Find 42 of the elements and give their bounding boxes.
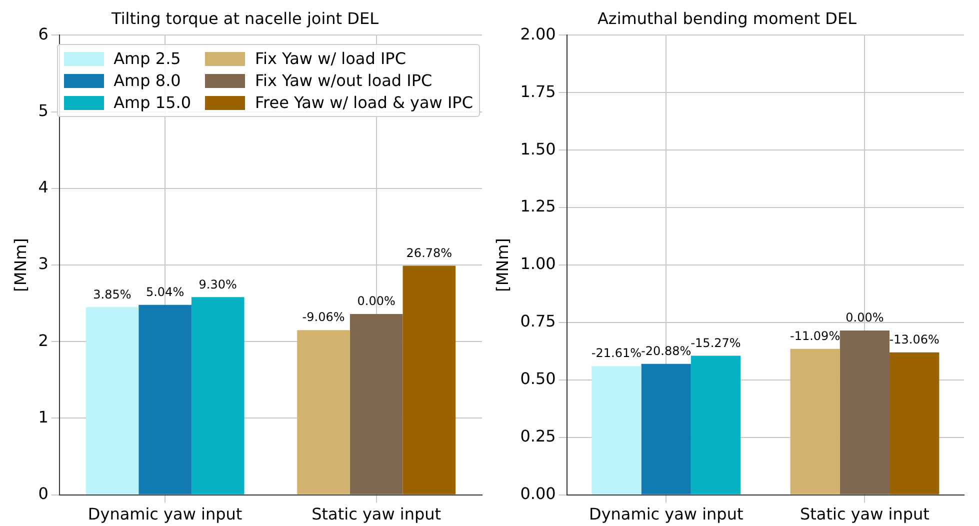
y-tick-label: 1 bbox=[38, 407, 48, 426]
annotation: -15.27% bbox=[690, 336, 741, 350]
y-tick-label: 3 bbox=[38, 254, 48, 274]
y-axis-title: [MNm] bbox=[492, 238, 512, 292]
y-tick-label: 1.75 bbox=[520, 82, 556, 101]
legend-label: Fix Yaw w/ load IPC bbox=[255, 49, 406, 68]
annotation: -21.61% bbox=[591, 346, 642, 360]
legend-label: Fix Yaw w/out load IPC bbox=[255, 71, 432, 90]
y-tick-label: 0.25 bbox=[520, 426, 556, 446]
legend-label: Free Yaw w/ load & yaw IPC bbox=[255, 93, 473, 112]
annotation: -13.06% bbox=[889, 332, 940, 346]
y-tick-label: 1.00 bbox=[520, 254, 556, 274]
annotation: -11.09% bbox=[790, 329, 840, 343]
chart-title: Tilting torque at nacelle joint DEL bbox=[110, 8, 379, 28]
legend-label: Amp 2.5 bbox=[114, 49, 181, 68]
annotation: 26.78% bbox=[406, 246, 452, 260]
chart-title: Azimuthal bending moment DEL bbox=[597, 8, 857, 28]
y-tick-label: 1.25 bbox=[520, 196, 556, 216]
annotation: 0.00% bbox=[357, 294, 396, 308]
annotation: 3.85% bbox=[93, 287, 132, 302]
y-tick-label: 0.00 bbox=[520, 484, 556, 503]
annotation: -9.06% bbox=[302, 310, 345, 324]
legend-label: Amp 15.0 bbox=[114, 93, 192, 112]
y-tick-label: 5 bbox=[38, 100, 48, 120]
y-tick-label: 1.50 bbox=[520, 139, 556, 158]
annotation: 5.04% bbox=[146, 284, 184, 299]
annotation: -20.88% bbox=[641, 344, 692, 358]
y-tick-label: 2 bbox=[38, 330, 48, 350]
y-tick-label: 2.00 bbox=[520, 24, 556, 44]
annotation: 0.00% bbox=[846, 310, 884, 325]
y-tick-label: 0.50 bbox=[520, 369, 556, 388]
y-tick-label: 0 bbox=[38, 484, 48, 503]
annotation: 9.30% bbox=[198, 277, 237, 292]
x-tick-label: Static yaw input bbox=[800, 504, 930, 524]
legend-label: Amp 8.0 bbox=[114, 71, 181, 90]
y-tick-label: 6 bbox=[38, 24, 48, 44]
x-tick-label: Dynamic yaw input bbox=[88, 504, 242, 524]
x-tick-label: Static yaw input bbox=[312, 504, 442, 524]
x-tick-label: Dynamic yaw input bbox=[588, 504, 744, 524]
y-tick-label: 4 bbox=[38, 178, 48, 197]
y-tick-label: 0.75 bbox=[520, 312, 556, 331]
y-axis-title: [MNm] bbox=[10, 238, 30, 292]
